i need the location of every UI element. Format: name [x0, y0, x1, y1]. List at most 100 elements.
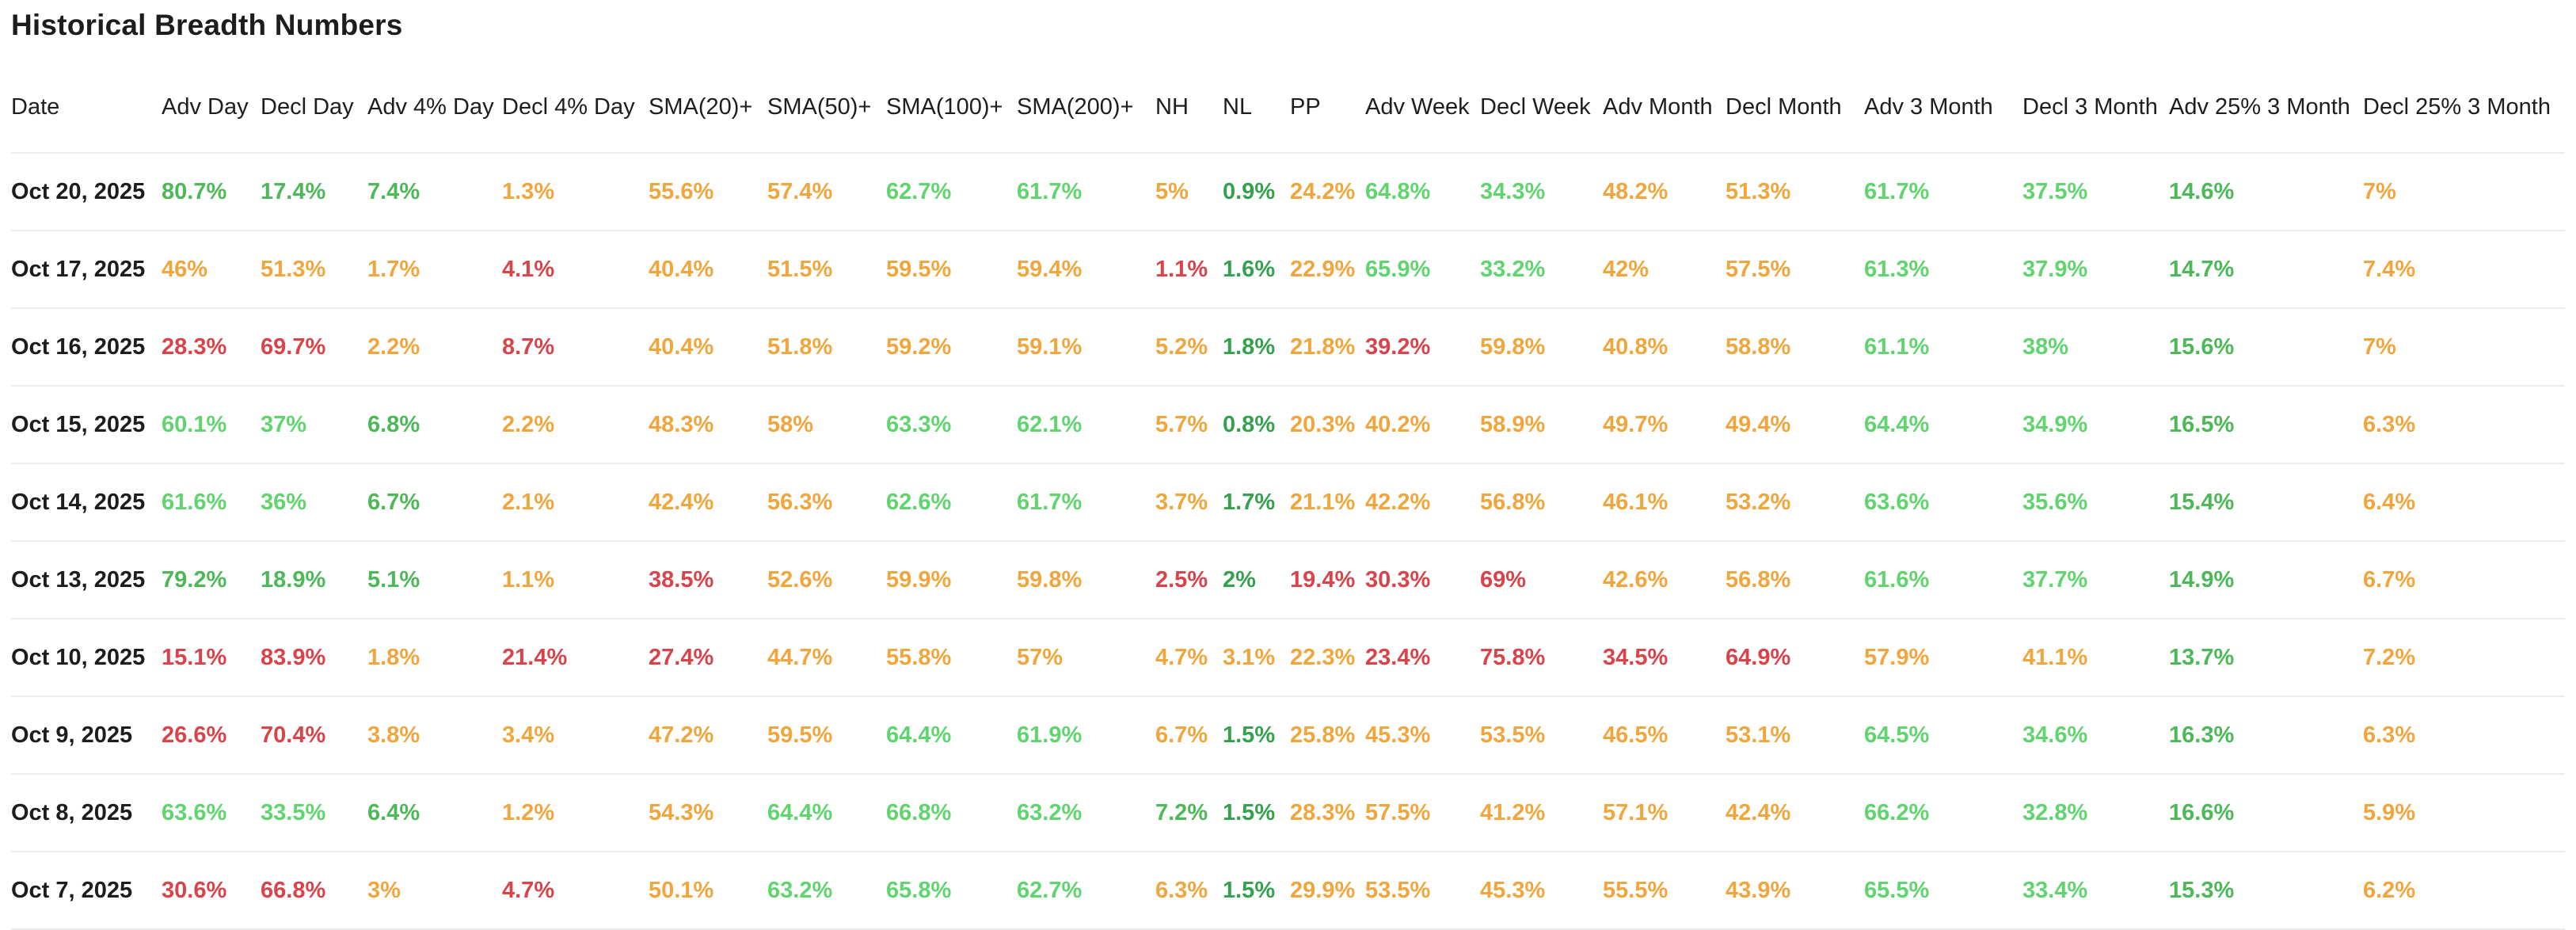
- value-cell: 64.8%: [1365, 153, 1480, 231]
- value-cell: 7.2%: [1155, 774, 1223, 852]
- value-cell: 53.1%: [1726, 696, 1864, 775]
- value-cell: 34.3%: [1480, 153, 1603, 231]
- value-cell: 57%: [1017, 619, 1155, 697]
- value-cell: 3.8%: [367, 696, 502, 775]
- value-cell: 5.9%: [2363, 774, 2565, 852]
- value-cell: 7%: [2363, 153, 2565, 231]
- value-cell: 14.6%: [2169, 153, 2363, 231]
- value-cell: 51.3%: [261, 231, 367, 309]
- date-cell: Oct 20, 2025: [11, 153, 162, 231]
- value-cell: 48.3%: [649, 386, 767, 464]
- value-cell: 36%: [261, 463, 367, 542]
- value-cell: 63.6%: [162, 774, 261, 852]
- value-cell: 55.8%: [886, 619, 1017, 697]
- value-cell: 53.5%: [1365, 852, 1480, 930]
- value-cell: 37.9%: [2022, 231, 2169, 309]
- value-cell: 42.6%: [1603, 541, 1726, 619]
- value-cell: 59.5%: [886, 231, 1017, 309]
- value-cell: 3%: [367, 852, 502, 930]
- value-cell: 21.1%: [1290, 463, 1365, 542]
- value-cell: 37.5%: [2022, 153, 2169, 231]
- value-cell: 3.4%: [502, 696, 649, 775]
- value-cell: 2.2%: [367, 308, 502, 387]
- date-cell: Oct 16, 2025: [11, 308, 162, 387]
- column-header-adv-3-month: Adv 3 Month: [1864, 43, 2022, 154]
- value-cell: 19.4%: [1290, 541, 1365, 619]
- value-cell: 58%: [767, 386, 886, 464]
- value-cell: 5%: [1155, 153, 1223, 231]
- value-cell: 6.4%: [367, 774, 502, 852]
- value-cell: 48.2%: [1603, 153, 1726, 231]
- table-header-row: Date Adv Day Decl Day Adv 4% Day Decl 4% Day…: [11, 43, 2565, 154]
- value-cell: 14.7%: [2169, 231, 2363, 309]
- value-cell: 59.2%: [886, 308, 1017, 387]
- value-cell: 63.2%: [767, 852, 886, 930]
- column-header-decl-week: Decl Week: [1480, 43, 1603, 154]
- value-cell: 46.1%: [1603, 463, 1726, 542]
- value-cell: 61.7%: [1017, 463, 1155, 542]
- value-cell: 46%: [162, 231, 261, 309]
- table-row: Oct 10, 2025 15.1% 83.9% 1.8% 21.4% 27.4% 44.7…: [11, 619, 2565, 697]
- value-cell: 8.7%: [502, 308, 649, 387]
- value-cell: 59.9%: [886, 541, 1017, 619]
- value-cell: 64.4%: [886, 696, 1017, 775]
- value-cell: 1.1%: [1155, 231, 1223, 309]
- table-row: Oct 13, 2025 79.2% 18.9% 5.1% 1.1% 38.5% 52.6%…: [11, 541, 2565, 619]
- value-cell: 6.3%: [2363, 386, 2565, 464]
- value-cell: 40.4%: [649, 308, 767, 387]
- value-cell: 6.3%: [1155, 852, 1223, 930]
- value-cell: 61.1%: [1864, 308, 2022, 387]
- value-cell: 41.1%: [2022, 619, 2169, 697]
- value-cell: 16.6%: [2169, 774, 2363, 852]
- value-cell: 37.7%: [2022, 541, 2169, 619]
- value-cell: 24.2%: [1290, 153, 1365, 231]
- value-cell: 62.1%: [1017, 386, 1155, 464]
- date-cell: Oct 10, 2025: [11, 619, 162, 697]
- column-header-adv-4-day: Adv 4% Day: [367, 43, 502, 154]
- value-cell: 62.7%: [886, 153, 1017, 231]
- value-cell: 15.1%: [162, 619, 261, 697]
- value-cell: 1.5%: [1223, 696, 1290, 775]
- value-cell: 38.5%: [649, 541, 767, 619]
- value-cell: 3.1%: [1223, 619, 1290, 697]
- table-row: Oct 17, 2025 46% 51.3% 1.7% 4.1% 40.4% 51.5% 59…: [11, 231, 2565, 309]
- value-cell: 37%: [261, 386, 367, 464]
- value-cell: 38%: [2022, 308, 2169, 387]
- value-cell: 6.7%: [367, 463, 502, 542]
- value-cell: 83.9%: [261, 619, 367, 697]
- value-cell: 41.2%: [1480, 774, 1603, 852]
- value-cell: 6.2%: [2363, 852, 2565, 930]
- value-cell: 16.5%: [2169, 386, 2363, 464]
- value-cell: 42.4%: [1726, 774, 1864, 852]
- value-cell: 1.2%: [502, 774, 649, 852]
- value-cell: 80.7%: [162, 153, 261, 231]
- value-cell: 61.7%: [1864, 153, 2022, 231]
- date-cell: Oct 9, 2025: [11, 696, 162, 775]
- value-cell: 57.5%: [1726, 231, 1864, 309]
- value-cell: 75.8%: [1480, 619, 1603, 697]
- value-cell: 56.8%: [1480, 463, 1603, 542]
- date-cell: Oct 13, 2025: [11, 541, 162, 619]
- value-cell: 28.3%: [1290, 774, 1365, 852]
- value-cell: 45.3%: [1365, 696, 1480, 775]
- value-cell: 66.2%: [1864, 774, 2022, 852]
- value-cell: 69%: [1480, 541, 1603, 619]
- value-cell: 55.6%: [649, 153, 767, 231]
- value-cell: 42%: [1603, 231, 1726, 309]
- value-cell: 1.1%: [502, 541, 649, 619]
- value-cell: 5.2%: [1155, 308, 1223, 387]
- value-cell: 51.5%: [767, 231, 886, 309]
- value-cell: 18.9%: [261, 541, 367, 619]
- value-cell: 61.6%: [1864, 541, 2022, 619]
- value-cell: 63.3%: [886, 386, 1017, 464]
- value-cell: 55.5%: [1603, 852, 1726, 930]
- column-header-decl-4-day: Decl 4% Day: [502, 43, 649, 154]
- column-header-nl: NL: [1223, 43, 1290, 154]
- value-cell: 26.6%: [162, 696, 261, 775]
- table-row: Oct 14, 2025 61.6% 36% 6.7% 2.1% 42.4% 56.3% 62…: [11, 463, 2565, 542]
- column-header-adv-day: Adv Day: [162, 43, 261, 154]
- date-cell: Oct 17, 2025: [11, 231, 162, 309]
- value-cell: 6.3%: [2363, 696, 2565, 775]
- value-cell: 47.2%: [649, 696, 767, 775]
